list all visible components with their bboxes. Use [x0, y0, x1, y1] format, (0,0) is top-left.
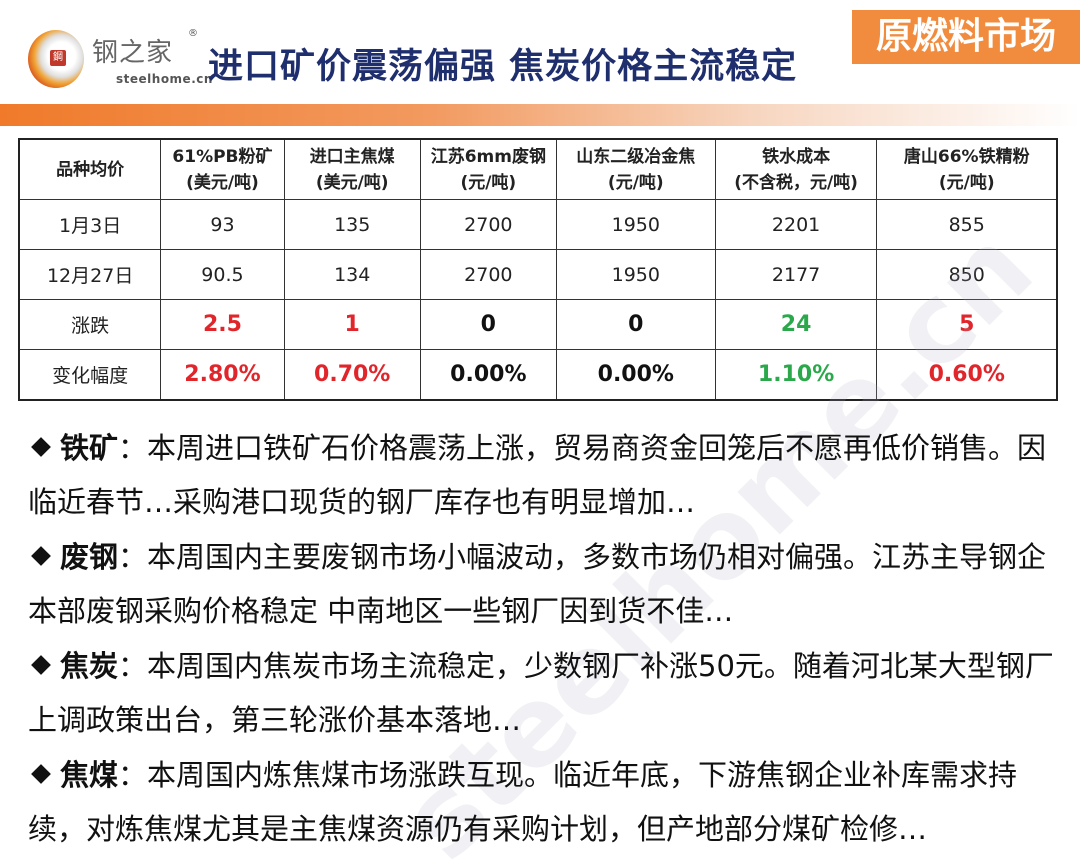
commentary-list: 铁矿：本周进口铁矿石价格震荡上涨，贸易商资金回笼后不愿再低价销售。因临近春节…采…	[28, 422, 1068, 858]
table-cell: 1	[283, 299, 421, 350]
bullet-text: ：本周国内焦炭市场主流稳定，少数钢厂补涨50元。随着河北某大型钢厂上调政策出台，…	[28, 649, 1054, 737]
header-line: (元/吨)	[938, 172, 995, 193]
logo-domain: steelhome.cn	[116, 72, 213, 86]
row-label: 涨跌	[18, 299, 162, 350]
header-line: 唐山66%铁精粉	[903, 146, 1030, 167]
steelhome-logo: 鋼 钢之家 ® steelhome.cn	[28, 28, 212, 92]
table-cell: 2.5	[160, 299, 285, 350]
table-cell: 0	[419, 299, 557, 350]
column-header: 唐山66%铁精粉 (元/吨)	[876, 138, 1058, 200]
row-label: 12月27日	[18, 249, 162, 300]
header-line: (元/吨)	[607, 172, 664, 193]
column-header: 品种均价	[18, 138, 162, 200]
table-cell: 93	[160, 199, 285, 250]
table-row: 12月27日 90.5 134 2700 1950 2177 850	[18, 249, 1058, 300]
table-row: 1月3日 93 135 2700 1950 2201 855	[18, 199, 1058, 250]
bullet-scrap-steel: 废钢：本周国内主要废钢市场小幅波动，多数市场仍相对偏强。江苏主导钢企本部废钢采购…	[28, 531, 1068, 638]
header-line: 进口主焦煤	[309, 146, 395, 167]
header-line: 品种均价	[56, 159, 125, 180]
header-line: 江苏6mm废钢	[430, 146, 546, 167]
bullet-coke: 焦炭：本周国内焦炭市场主流稳定，少数钢厂补涨50元。随着河北某大型钢厂上调政策出…	[28, 640, 1068, 747]
price-table: 品种均价 61%PB粉矿 (美元/吨) 进口主焦煤 (美元/吨) 江苏6mm废钢 (元/吨)…	[18, 138, 1058, 401]
header-line: (美元/吨)	[186, 172, 259, 193]
table-cell: 24	[714, 299, 878, 350]
header-line: 铁水成本	[762, 146, 831, 167]
bullet-text: ：本周进口铁矿石价格震荡上涨，贸易商资金回笼后不愿再低价销售。因临近春节…采购港…	[28, 431, 1047, 519]
table-cell: 850	[876, 249, 1058, 300]
column-header: 进口主焦煤 (美元/吨)	[283, 138, 421, 200]
bullet-label: 铁矿	[60, 431, 119, 465]
diamond-bullet-icon	[31, 437, 51, 457]
table-cell: 90.5	[160, 249, 285, 300]
diamond-bullet-icon	[31, 655, 51, 675]
diamond-bullet-icon	[31, 764, 51, 784]
table-cell: 2700	[419, 249, 557, 300]
bullet-label: 焦煤	[60, 758, 119, 792]
column-header: 铁水成本 (不含税，元/吨)	[714, 138, 878, 200]
table-cell: 135	[283, 199, 421, 250]
table-cell: 134	[283, 249, 421, 300]
table-cell: 0.00%	[555, 349, 716, 401]
column-header: 江苏6mm废钢 (元/吨)	[419, 138, 557, 200]
section-badge: 原燃料市场	[852, 10, 1080, 64]
table-cell: 1950	[555, 249, 716, 300]
table-cell: 1950	[555, 199, 716, 250]
bullet-iron-ore: 铁矿：本周进口铁矿石价格震荡上涨，贸易商资金回笼后不愿再低价销售。因临近春节…采…	[28, 422, 1068, 529]
row-label: 1月3日	[18, 199, 162, 250]
logo-seal: 鋼	[50, 50, 66, 66]
table-cell: 2177	[714, 249, 878, 300]
column-header: 61%PB粉矿 (美元/吨)	[160, 138, 285, 200]
bullet-text: ：本周国内炼焦煤市场涨跌互现。临近年底，下游焦钢企业补库需求持续，对炼焦煤尤其是…	[28, 758, 1018, 846]
table-cell: 5	[876, 299, 1058, 350]
column-header: 山东二级冶金焦 (元/吨)	[555, 138, 716, 200]
diamond-bullet-icon	[31, 546, 51, 566]
bullet-text: ：本周国内主要废钢市场小幅波动，多数市场仍相对偏强。江苏主导钢企本部废钢采购价格…	[28, 540, 1047, 628]
table-cell: 2201	[714, 199, 878, 250]
table-cell: 1.10%	[714, 349, 878, 401]
header-line: 山东二级冶金焦	[576, 146, 696, 167]
table-cell: 2.80%	[160, 349, 285, 401]
table-cell: 0.70%	[283, 349, 421, 401]
table-cell: 0.00%	[419, 349, 557, 401]
bullet-label: 废钢	[60, 540, 119, 574]
header-line: (不含税，元/吨)	[734, 172, 858, 193]
table-header-row: 品种均价 61%PB粉矿 (美元/吨) 进口主焦煤 (美元/吨) 江苏6mm废钢 (元/吨)…	[18, 138, 1058, 200]
table-cell: 0.60%	[876, 349, 1058, 401]
table-cell: 2700	[419, 199, 557, 250]
row-label: 变化幅度	[18, 349, 162, 401]
table-row: 变化幅度 2.80% 0.70% 0.00% 0.00% 1.10% 0.60%	[18, 349, 1058, 401]
logo-registered-mark: ®	[188, 28, 198, 39]
logo-name: 钢之家	[92, 38, 174, 68]
header-divider-bar	[0, 104, 1080, 126]
page-title: 进口矿价震荡偏强 焦炭价格主流稳定	[208, 47, 798, 87]
header-line: (美元/吨)	[315, 172, 389, 193]
table-cell: 855	[876, 199, 1058, 250]
header-line: (元/吨)	[460, 172, 517, 193]
bullet-label: 焦炭	[60, 649, 119, 683]
header-line: 61%PB粉矿	[172, 146, 273, 167]
bullet-coking-coal: 焦煤：本周国内炼焦煤市场涨跌互现。临近年底，下游焦钢企业补库需求持续，对炼焦煤尤…	[28, 749, 1068, 856]
table-cell: 0	[555, 299, 716, 350]
table-row: 涨跌 2.5 1 0 0 24 5	[18, 299, 1058, 350]
